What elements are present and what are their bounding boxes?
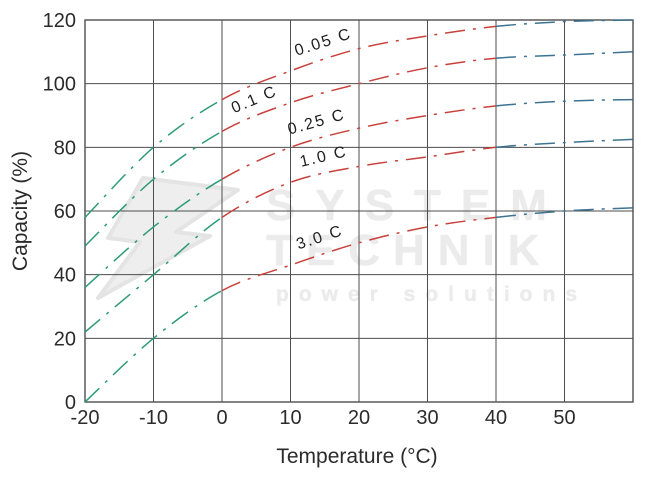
watermark-brand-line1: SYSTEM — [266, 181, 567, 230]
curve-1-0-c-segment-1 — [221, 146, 497, 219]
watermark-brand-line2: TECHNIK — [266, 226, 553, 275]
y-axis-title: Capacity (%) — [9, 150, 32, 272]
x-tick-label: 50 — [553, 407, 575, 429]
x-tick-label: 30 — [416, 407, 438, 429]
curve-0-1-c-segment-0 — [84, 130, 223, 247]
curve-0-25-c-segment-0 — [84, 178, 223, 288]
y-tick-label: 120 — [43, 10, 76, 32]
curve-3-0-c-segment-1 — [221, 216, 497, 292]
curve-0-05-c-segment-2 — [495, 19, 634, 28]
curve-3-0-c-segment-2 — [495, 207, 634, 219]
curve-1-0-c-segment-2 — [495, 138, 634, 149]
watermark-tagline: power solutions — [276, 283, 588, 306]
curve-0-05-c-segment-1 — [221, 25, 497, 101]
curve-0-05-c-segment-0 — [84, 98, 223, 218]
curve-0-1-c-segment-2 — [495, 51, 634, 59]
curve-0-1-c-segment-1 — [221, 57, 497, 133]
x-tick-label: -10 — [139, 407, 168, 429]
y-tick-label: 100 — [43, 74, 76, 96]
x-axis-title: Temperature (°C) — [276, 445, 438, 468]
x-tick-label: 10 — [279, 407, 301, 429]
y-tick-label: 20 — [54, 328, 76, 350]
curve-label-0-05-c: 0.05 C — [293, 25, 354, 59]
x-tick-label: 20 — [348, 407, 370, 429]
y-tick-label: 80 — [54, 137, 76, 159]
curve-label-0-1-c: 0.1 C — [229, 83, 280, 117]
curve-3-0-c-segment-0 — [84, 289, 223, 403]
curve-1-0-c-segment-0 — [84, 216, 223, 333]
x-tick-label: 40 — [485, 407, 507, 429]
x-tick-label: 0 — [216, 407, 227, 429]
curve-0-25-c-segment-1 — [221, 105, 497, 180]
y-tick-label: 0 — [65, 392, 76, 414]
x-tick-label: -20 — [71, 407, 100, 429]
y-tick-label: 40 — [54, 265, 76, 287]
y-tick-label: 60 — [54, 201, 76, 223]
curve-0-25-c-segment-2 — [495, 98, 634, 107]
plot-border — [84, 19, 634, 403]
